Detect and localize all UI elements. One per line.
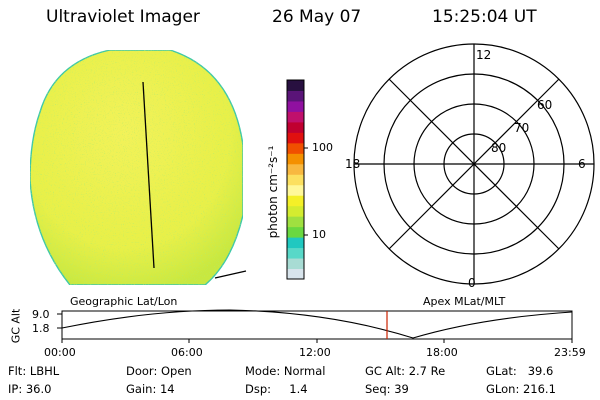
colorbar-segment [287, 90, 304, 102]
mlt-label-12: 12 [476, 48, 492, 62]
colorbar-tick-100: 100 [312, 141, 333, 154]
glon-info: GLon: 216.1 [486, 382, 556, 396]
colorbar-tick-10: 10 [312, 228, 326, 241]
orbit-track-line [142, 81, 155, 269]
x-tick-0000: 00:00 [44, 346, 76, 359]
mlt-label-6: 6 [578, 157, 586, 171]
gcalt-info: GC Alt: 2.7 Re [365, 364, 446, 378]
colorbar-segment [287, 100, 304, 112]
seq-info: Seq: 39 [365, 382, 409, 396]
colorbar-segment [287, 80, 304, 91]
colorbar-segment [287, 184, 304, 196]
glat-info: GLat: 39.6 [486, 364, 554, 378]
instrument-title: Ultraviolet Imager [46, 7, 200, 27]
colorbar-segment [287, 132, 304, 144]
mode-info: Mode: Normal [245, 364, 326, 378]
colorbar-segment [287, 121, 304, 133]
y-axis-label: GC Alt [9, 308, 23, 344]
apex-label: Apex MLat/MLT [423, 295, 506, 308]
colorbar-segment [287, 268, 304, 280]
timeline-plot [57, 309, 573, 343]
earth-disk-image [29, 49, 247, 286]
date-label: 26 May 07 [272, 7, 362, 27]
colorbar-segment [287, 153, 304, 165]
mlt-label-0: 0 [468, 276, 476, 290]
polar-plot [353, 43, 595, 285]
colorbar-frame [286, 79, 305, 280]
flt-info: Flt: LBHL [8, 364, 60, 378]
orbit-track-segment [214, 270, 247, 279]
x-tick-0600: 06:00 [171, 346, 203, 359]
colorbar-segment [287, 163, 304, 175]
y-tick-9: 9.0 [32, 308, 50, 321]
x-tick-1200: 12:00 [299, 346, 331, 359]
lat-label-80: 80 [491, 141, 507, 155]
colorbar-segment [287, 195, 304, 207]
gain-info: Gain: 14 [126, 382, 175, 396]
lat-label-60: 60 [537, 98, 553, 112]
mlt-label-18: 18 [345, 157, 361, 171]
colorbar [286, 79, 305, 280]
colorbar-segment [287, 237, 304, 249]
dsp-info: Dsp: 1.4 [245, 382, 308, 396]
y-tick-1-8: 1.8 [32, 322, 50, 335]
x-tick-1800: 18:00 [426, 346, 458, 359]
colorbar-segment [287, 174, 304, 186]
colorbar-segment [287, 205, 304, 217]
colorbar-label: photon cm⁻²s⁻¹ [266, 145, 280, 239]
colorbar-segment [287, 226, 304, 238]
geographic-label: Geographic Lat/Lon [70, 295, 178, 308]
colorbar-segment [287, 258, 304, 270]
lat-label-70: 70 [514, 121, 530, 135]
colorbar-segment [287, 247, 304, 259]
colorbar-segment [287, 142, 304, 154]
colorbar-segment [287, 111, 304, 123]
time-label: 15:25:04 UT [432, 7, 537, 27]
altitude-curve [61, 309, 573, 339]
x-tick-2359: 23:59 [554, 346, 586, 359]
door-info: Door: Open [126, 364, 192, 378]
ip-info: IP: 36.0 [8, 382, 52, 396]
colorbar-segment [287, 216, 304, 228]
